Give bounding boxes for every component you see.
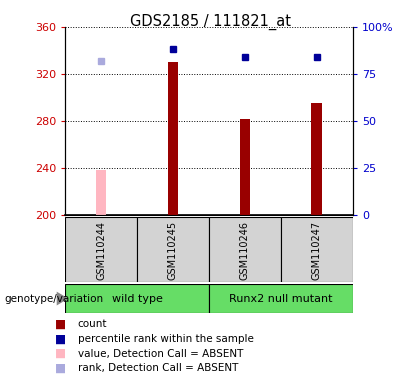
Text: GSM110246: GSM110246 (240, 222, 250, 280)
Text: rank, Detection Call = ABSENT: rank, Detection Call = ABSENT (78, 363, 238, 373)
Text: GDS2185 / 111821_at: GDS2185 / 111821_at (129, 13, 291, 30)
Text: ■: ■ (55, 362, 66, 375)
Bar (239, 119, 250, 215)
Bar (281, 217, 353, 282)
Text: ■: ■ (55, 333, 66, 346)
Text: value, Detection Call = ABSENT: value, Detection Call = ABSENT (78, 349, 243, 359)
Text: ■: ■ (55, 318, 66, 331)
Text: GSM110247: GSM110247 (312, 221, 322, 280)
Bar (209, 217, 281, 282)
Text: ■: ■ (55, 347, 66, 360)
Bar (137, 217, 209, 282)
Bar (65, 217, 137, 282)
Text: GSM110245: GSM110245 (168, 221, 178, 280)
Text: count: count (78, 319, 107, 329)
Bar (96, 170, 106, 215)
Text: percentile rank within the sample: percentile rank within the sample (78, 334, 254, 344)
Text: GSM110244: GSM110244 (96, 222, 106, 280)
Text: wild type: wild type (112, 293, 163, 304)
Bar (168, 62, 178, 215)
Polygon shape (57, 292, 68, 306)
Bar (312, 103, 322, 215)
Bar (209, 284, 353, 313)
Text: Runx2 null mutant: Runx2 null mutant (229, 293, 333, 304)
Bar (65, 284, 209, 313)
Text: genotype/variation: genotype/variation (4, 293, 103, 304)
